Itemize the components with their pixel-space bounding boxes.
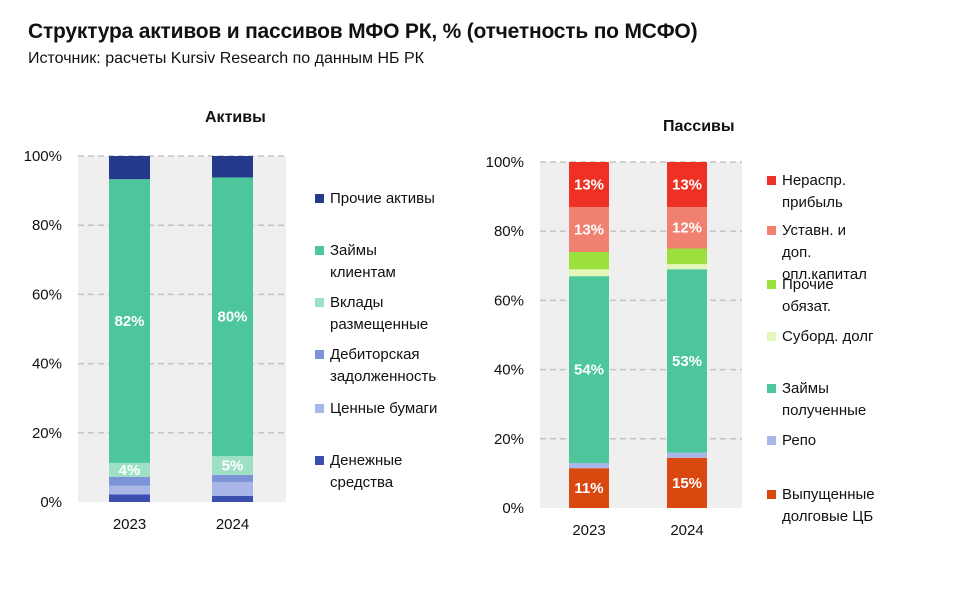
liab-legend-label: Репо: [782, 432, 817, 449]
liab-y-tick-label: 20%: [494, 431, 524, 448]
liab-bar-segment: [569, 468, 609, 508]
assets-bar-segment: [109, 476, 150, 486]
liab-bar-segment: [667, 206, 707, 249]
liab-legend-label: Прочие обязат.: [782, 276, 834, 315]
assets-legend-item: Вклады размещенные: [315, 292, 445, 336]
assets-bar-segment: [109, 179, 150, 463]
assets-legend-label: Ценные бумаги: [330, 400, 438, 417]
liab-legend-swatch: [767, 176, 776, 185]
liab-data-label: 13%: [672, 176, 702, 193]
liab-data-label: 54%: [574, 362, 604, 379]
liab-data-label: 15%: [672, 475, 702, 492]
assets-data-label: 5%: [222, 457, 244, 474]
assets-legend-swatch: [315, 456, 324, 465]
liab-x-tick-label: 2023: [572, 522, 605, 539]
assets-data-label: 80%: [217, 309, 247, 326]
liab-data-label: 13%: [574, 176, 604, 193]
liab-bar-segment: [667, 457, 707, 508]
assets-bar-segment: [212, 177, 253, 456]
liab-legend-item: Суборд. долг: [767, 326, 877, 348]
liab-data-label: 12%: [672, 220, 702, 237]
assets-legend-item: Дебиторская задолженность: [315, 344, 445, 388]
assets-y-tick-label: 0%: [40, 494, 62, 511]
liab-y-tick-label: 40%: [494, 362, 524, 379]
assets-bar-segment: [212, 156, 253, 178]
assets-legend-label: Дебиторская задолженность: [330, 346, 437, 385]
assets-y-tick-label: 40%: [32, 356, 62, 373]
liab-y-tick-label: 100%: [486, 154, 524, 171]
liab-legend-label: Выпущенные долговые ЦБ: [782, 486, 875, 525]
liab-legend-label: Уставн. и доп. опл.капитал: [782, 222, 867, 283]
assets-bar-segment: [212, 481, 253, 496]
assets-bar-segment: [109, 156, 150, 180]
liab-bar-segment: [667, 269, 707, 453]
liab-legend-swatch: [767, 490, 776, 499]
assets-bar-segment: [212, 495, 253, 502]
liab-data-label: 53%: [672, 353, 702, 370]
liab-data-label: 11%: [574, 480, 603, 497]
liab-bar-segment: [569, 251, 609, 270]
assets-legend-item: Ценные бумаги: [315, 398, 445, 420]
assets-bar-segment: [109, 494, 150, 502]
assets-y-tick-label: 60%: [32, 286, 62, 303]
assets-legend-item: Займы клиентам: [315, 240, 445, 284]
assets-legend-item: Прочие активы: [315, 188, 445, 210]
assets-bar-segment: [212, 455, 253, 476]
assets-legend-swatch: [315, 404, 324, 413]
liab-legend-item: Нераспр. прибыль: [767, 170, 877, 214]
assets-legend-item: Денежные средства: [315, 450, 445, 494]
liab-legend-swatch: [767, 280, 776, 289]
assets-legend-swatch: [315, 350, 324, 359]
assets-legend-label: Займы клиентам: [330, 242, 396, 281]
liab-legend-swatch: [767, 226, 776, 235]
liab-legend-label: Займы полученные: [782, 380, 867, 419]
liab-x-tick-label: 2024: [670, 522, 703, 539]
assets-legend-swatch: [315, 194, 324, 203]
assets-x-tick-label: 2024: [216, 516, 249, 533]
liab-legend-item: Прочие обязат.: [767, 274, 877, 318]
liab-legend-item: Займы полученные: [767, 378, 877, 422]
assets-legend-label: Прочие активы: [330, 190, 435, 207]
liab-bar-segment: [667, 162, 707, 207]
liab-bar-segment: [667, 248, 707, 265]
liab-legend-item: Репо: [767, 430, 877, 452]
liabilities-panel-title: Пассивы: [663, 118, 735, 135]
liab-y-tick-label: 60%: [494, 292, 524, 309]
liab-y-tick-label: 80%: [494, 223, 524, 240]
liab-legend-item: Выпущенные долговые ЦБ: [767, 484, 877, 528]
liab-legend-swatch: [767, 436, 776, 445]
assets-legend-swatch: [315, 246, 324, 255]
liab-bar-segment: [667, 452, 707, 458]
liab-bar-segment: [569, 276, 609, 464]
assets-y-tick-label: 20%: [32, 425, 62, 442]
assets-bar-segment: [109, 485, 150, 495]
liab-bar-segment: [569, 162, 609, 207]
liab-legend-item: Уставн. и доп. опл.капитал: [767, 220, 877, 286]
chart-title: Структура активов и пассивов МФО РК, % (…: [28, 20, 698, 43]
liab-y-tick-label: 0%: [502, 500, 524, 517]
liab-data-label: 13%: [574, 221, 604, 238]
liab-legend-swatch: [767, 332, 776, 341]
assets-y-tick-label: 80%: [32, 217, 62, 234]
assets-legend-label: Вклады размещенные: [330, 294, 429, 333]
liab-legend-label: Нераспр. прибыль: [782, 172, 846, 211]
assets-y-tick-label: 100%: [24, 148, 62, 165]
assets-panel-title: Активы: [205, 109, 266, 126]
assets-bar-segment: [212, 475, 253, 482]
assets-legend-label: Денежные средства: [330, 452, 403, 491]
assets-data-label: 4%: [119, 462, 141, 479]
liab-bar-segment: [569, 463, 609, 469]
assets-data-label: 82%: [114, 313, 144, 330]
liab-bar-segment: [569, 269, 609, 277]
assets-x-tick-label: 2023: [113, 516, 146, 533]
assets-legend-swatch: [315, 298, 324, 307]
liab-legend-label: Суборд. долг: [782, 328, 874, 345]
liab-bar-segment: [569, 206, 609, 252]
assets-bar-segment: [109, 462, 150, 477]
chart-subtitle: Источник: расчеты Kursiv Research по дан…: [28, 50, 424, 67]
liab-bar-segment: [667, 264, 707, 270]
liab-legend-swatch: [767, 384, 776, 393]
